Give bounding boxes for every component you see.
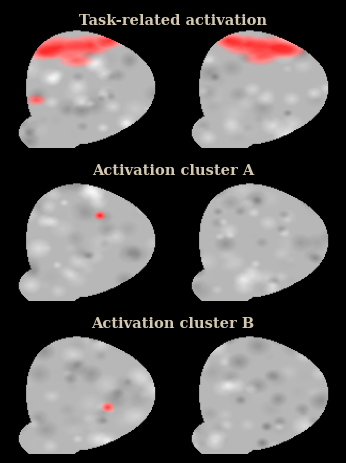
Text: Activation cluster B: Activation cluster B: [91, 317, 255, 331]
Text: Task-related activation: Task-related activation: [79, 14, 267, 28]
Text: Activation cluster A: Activation cluster A: [92, 164, 254, 178]
